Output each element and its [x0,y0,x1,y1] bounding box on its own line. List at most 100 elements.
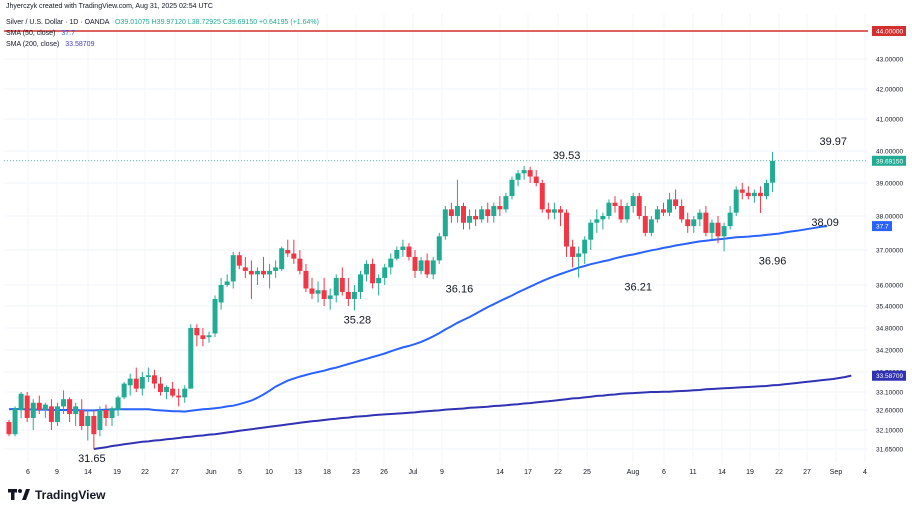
candle-body [36,402,42,410]
candle-body [73,406,79,414]
candle-body [164,386,170,392]
moving-average-lines [8,225,852,450]
candle-body [79,410,85,426]
last-price-badge [872,155,906,166]
x-tick-label: 22 [554,469,562,476]
x-tick-label: 4 [863,469,867,476]
candle [606,199,612,220]
candle [236,251,242,270]
candle-body [648,219,654,233]
candle-body [612,202,618,207]
candle [109,406,115,426]
candle [533,170,539,187]
candle-body [673,199,679,207]
ma200-legend[interactable]: SMA (200, close) 33.58709 [6,39,319,50]
y-tick-label: 39.00000 [876,181,903,188]
candle [327,288,333,310]
candle-body [412,256,418,271]
candle [248,260,254,299]
candle [388,253,394,275]
candle [630,192,636,213]
candle [273,260,279,278]
candle [454,179,460,223]
candle-body [206,335,212,338]
candle-body [685,219,691,227]
candle-body [430,260,436,275]
candle-body [139,376,145,389]
candle-body [618,206,624,220]
y-tick-label: 31.65000 [876,447,903,454]
candle [54,402,60,426]
candle-body [357,274,363,292]
candle-body [739,189,745,193]
chart-attribution: Jhyerczyk created with TradingView.com, … [6,3,213,10]
candle [636,192,642,220]
candle-body [236,255,242,266]
candle [394,246,400,261]
x-tick-label: 27 [803,469,811,476]
candle-body [691,219,697,227]
candle [36,395,42,414]
candle-body [145,375,151,377]
candle [545,202,551,220]
candle [770,151,776,192]
price-annotation: 36.21 [624,282,652,294]
candle-body [448,209,454,216]
candle [42,402,48,418]
price-annotation: 36.16 [446,283,474,295]
candle-body [600,216,606,220]
y-tick-label: 43.00000 [876,57,903,64]
candle [218,277,224,310]
candle [473,209,479,227]
candle-body [18,393,24,410]
candle-body [588,222,594,240]
candle [745,186,751,200]
candle-body [127,378,133,386]
chart-grid [4,14,868,463]
candle-body [721,226,727,237]
ma50-label: 37.7 [876,224,889,231]
x-tick-label: 13 [294,469,302,476]
candle-body [570,246,576,257]
tradingview-logo[interactable]: TradingView [8,488,105,502]
candle-body [61,399,67,407]
candle-body [697,212,703,220]
candle-body [733,189,739,213]
candle [430,256,436,280]
candle [145,367,151,382]
candle [79,399,85,430]
candle-body [545,209,551,213]
resistance-line-group [4,30,868,162]
candle-body [345,291,351,299]
candle [242,256,248,278]
candle-body [97,410,103,430]
candle [461,202,466,230]
x-tick-label: 6 [662,469,666,476]
candle [648,216,654,237]
candle [406,243,412,261]
candle [315,281,321,303]
price-annotation: 38.09 [811,217,839,229]
candle [357,270,363,299]
candle-body [539,183,545,210]
candle-body [151,375,157,384]
x-tick-label: 5 [238,469,242,476]
candle-body [273,267,279,271]
candle [442,206,448,240]
candle [485,202,491,223]
ma50-legend[interactable]: SMA (50, close) 37.7 [6,28,319,39]
x-tick-label: 6 [26,469,30,476]
candle [654,206,660,223]
candle [333,274,339,303]
resistance-label: 44.00000 [876,29,903,36]
price-annotation: 39.97 [819,136,847,148]
candle-body [497,206,503,210]
symbol-name[interactable]: Silver / U.S. Dollar · 1D · OANDA [6,19,110,26]
candle-body [424,260,430,275]
candle [667,192,673,216]
y-tick-label: 33.10000 [876,390,903,397]
candle [515,170,521,187]
candle [673,189,679,210]
candle [254,267,260,285]
